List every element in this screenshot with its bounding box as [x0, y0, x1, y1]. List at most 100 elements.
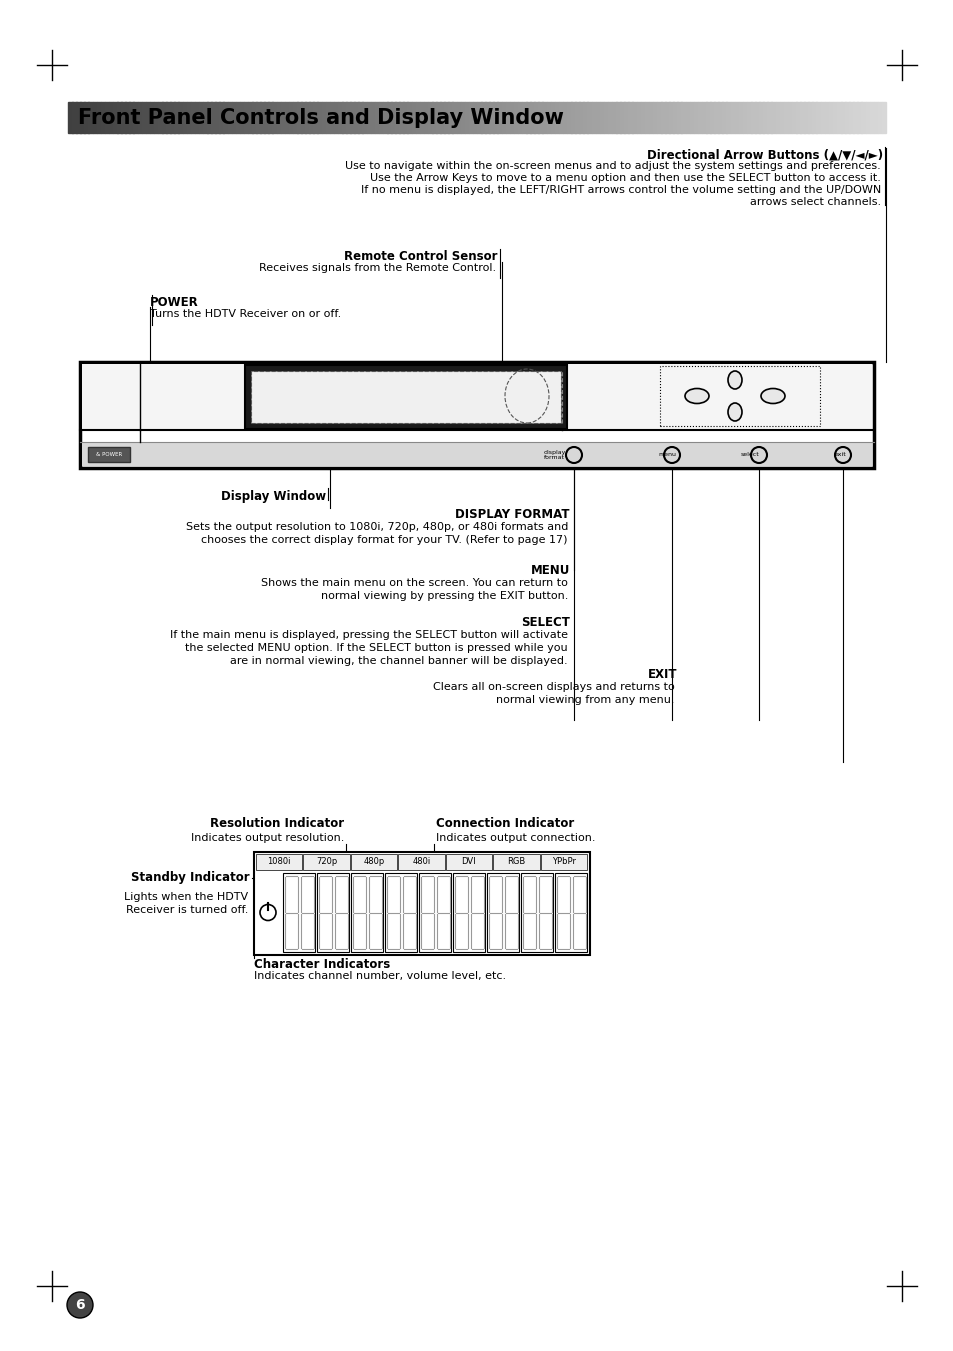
Bar: [403, 101, 408, 132]
Bar: [762, 101, 767, 132]
Bar: [80, 362, 873, 467]
Bar: [178, 101, 183, 132]
Bar: [411, 101, 416, 132]
Bar: [248, 101, 253, 132]
Text: RGB: RGB: [507, 858, 525, 866]
Bar: [255, 101, 260, 132]
Bar: [117, 101, 122, 132]
Bar: [558, 101, 563, 132]
Text: Receiver is turned off.: Receiver is turned off.: [126, 905, 248, 915]
Bar: [714, 101, 718, 132]
Bar: [251, 372, 560, 423]
Bar: [166, 101, 171, 132]
Bar: [418, 873, 451, 952]
Bar: [460, 101, 465, 132]
Bar: [639, 101, 644, 132]
Ellipse shape: [727, 403, 741, 422]
Bar: [235, 101, 240, 132]
Bar: [555, 873, 586, 952]
Bar: [497, 101, 501, 132]
Bar: [227, 101, 232, 132]
Bar: [399, 101, 403, 132]
Bar: [346, 101, 351, 132]
Text: 6: 6: [75, 1298, 85, 1312]
Bar: [141, 101, 146, 132]
Bar: [448, 101, 453, 132]
Bar: [795, 101, 800, 132]
Bar: [337, 101, 342, 132]
Bar: [452, 101, 456, 132]
Bar: [791, 101, 796, 132]
Bar: [264, 101, 269, 132]
Bar: [371, 101, 375, 132]
Bar: [493, 101, 497, 132]
Text: & POWER: & POWER: [95, 453, 122, 457]
Ellipse shape: [684, 389, 708, 404]
Text: normal viewing from any menu.: normal viewing from any menu.: [496, 694, 675, 705]
Bar: [80, 101, 85, 132]
Bar: [436, 101, 440, 132]
Bar: [84, 101, 89, 132]
Bar: [252, 101, 256, 132]
Bar: [223, 101, 228, 132]
Text: Remote Control Sensor: Remote Control Sensor: [344, 250, 497, 263]
Bar: [693, 101, 698, 132]
Bar: [153, 101, 158, 132]
Bar: [873, 101, 878, 132]
Bar: [215, 101, 219, 132]
Bar: [582, 101, 587, 132]
Text: SELECT: SELECT: [520, 616, 569, 630]
Text: Sets the output resolution to 1080i, 720p, 480p, or 480i formats and: Sets the output resolution to 1080i, 720…: [186, 521, 567, 532]
Bar: [89, 101, 93, 132]
Bar: [362, 101, 367, 132]
Bar: [253, 852, 589, 955]
Bar: [194, 101, 199, 132]
Bar: [305, 101, 310, 132]
Bar: [537, 101, 542, 132]
Text: Display Window: Display Window: [221, 490, 326, 503]
Bar: [211, 101, 215, 132]
Bar: [759, 101, 763, 132]
Ellipse shape: [760, 389, 784, 404]
Bar: [673, 101, 678, 132]
Bar: [260, 101, 265, 132]
Bar: [121, 101, 126, 132]
Bar: [445, 854, 492, 870]
Bar: [255, 854, 302, 870]
Bar: [314, 101, 317, 132]
Bar: [276, 101, 281, 132]
Bar: [125, 101, 130, 132]
Bar: [375, 101, 379, 132]
Bar: [419, 101, 424, 132]
Text: MENU: MENU: [530, 563, 569, 577]
Bar: [391, 101, 395, 132]
Bar: [689, 101, 694, 132]
Bar: [468, 101, 473, 132]
Bar: [521, 101, 526, 132]
Bar: [486, 873, 518, 952]
Bar: [644, 101, 649, 132]
Circle shape: [67, 1292, 92, 1319]
Bar: [685, 101, 689, 132]
Bar: [456, 101, 460, 132]
Bar: [268, 101, 273, 132]
Bar: [432, 101, 436, 132]
Text: menu: menu: [658, 453, 676, 458]
Bar: [232, 101, 236, 132]
Bar: [330, 101, 334, 132]
Text: 480p: 480p: [363, 858, 384, 866]
Bar: [397, 854, 444, 870]
Bar: [301, 101, 305, 132]
Bar: [648, 101, 653, 132]
Bar: [844, 101, 849, 132]
Bar: [96, 101, 101, 132]
Bar: [668, 101, 673, 132]
Text: EXIT: EXIT: [647, 667, 677, 681]
Text: Resolution Indicator: Resolution Indicator: [210, 817, 344, 830]
Bar: [619, 101, 624, 132]
Bar: [848, 101, 853, 132]
Bar: [76, 101, 81, 132]
Text: Indicates output resolution.: Indicates output resolution.: [191, 834, 344, 843]
Bar: [742, 101, 746, 132]
Bar: [101, 101, 105, 132]
